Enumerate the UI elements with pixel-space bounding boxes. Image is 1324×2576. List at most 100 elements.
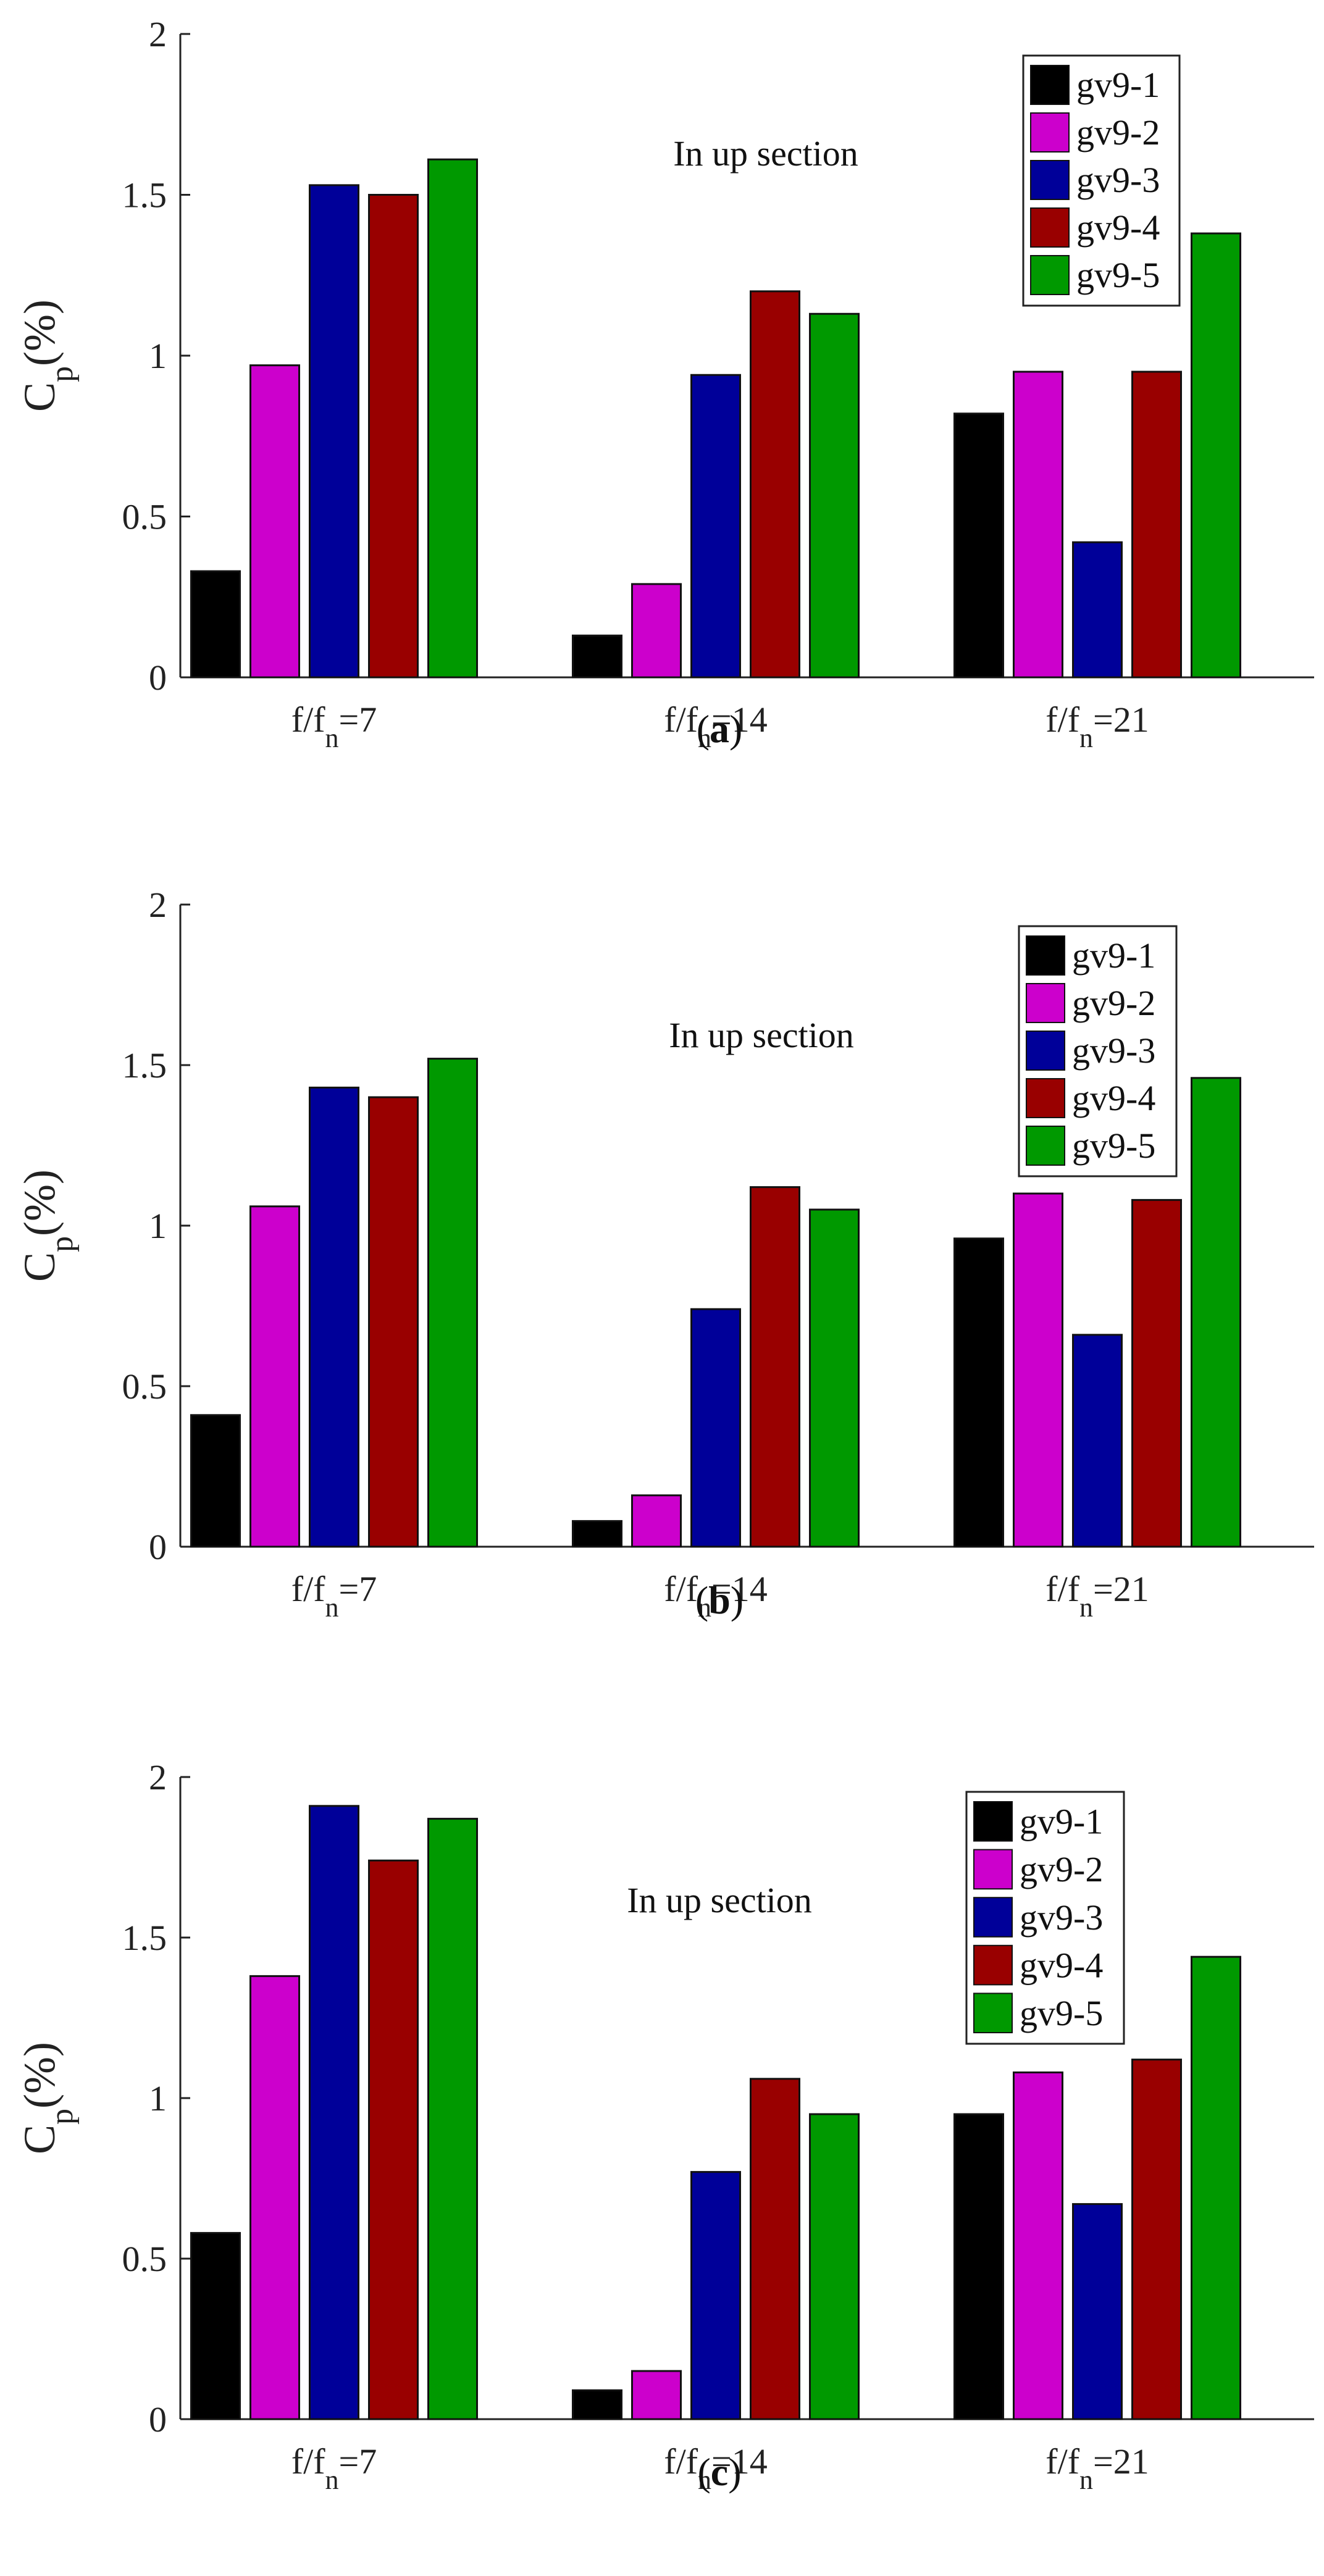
y-axis-label-main: C [15, 2125, 64, 2154]
bar-gv9-4-0 [368, 1096, 419, 1548]
legend-swatch-gv9-1 [1026, 935, 1065, 976]
bar-gv9-3-2 [1072, 2203, 1123, 2420]
x-tick-label-suffix: =21 [1093, 700, 1149, 740]
legend: gv9-1 gv9-2 gv9-3 gv9-4 gv9-5 [1022, 54, 1181, 307]
annotation-text: In up section [673, 133, 858, 174]
x-tick-label-subscript: n [325, 2465, 339, 2495]
bar-gv9-1-2 [953, 412, 1004, 679]
bar-gv9-2-2 [1013, 2071, 1063, 2420]
legend-label-gv9-4: gv9-4 [1076, 207, 1160, 248]
x-tick-label: f/fn=21 [1045, 2441, 1149, 2495]
bar-gv9-4-1 [750, 290, 800, 679]
bar-gv9-2-2 [1013, 370, 1063, 679]
y-tick-label: 1 [149, 2078, 167, 2118]
legend-swatch-gv9-4 [973, 1944, 1013, 1986]
bar-gv9-5-1 [809, 312, 860, 679]
legend: gv9-1 gv9-2 gv9-3 gv9-4 gv9-5 [1018, 925, 1178, 1177]
y-tick-label: 1.5 [122, 175, 167, 215]
y-tick-label: 1.5 [122, 1918, 167, 1958]
bar-gv9-4-1 [750, 2078, 800, 2420]
legend-swatch-gv9-2 [1026, 983, 1065, 1023]
legend-swatch-gv9-1 [1030, 65, 1070, 105]
x-tick-label-subscript: n [1079, 2465, 1093, 2495]
panel-caption: (b) [695, 1578, 744, 1622]
legend-swatch-gv9-3 [973, 1897, 1013, 1938]
bar-gv9-3-0 [309, 184, 359, 679]
x-tick-label-subscript: n [325, 1592, 339, 1623]
y-axis-label-suffix: (%) [15, 299, 64, 366]
y-axis-label-main: C [15, 382, 64, 412]
x-tick-label: f/fn=7 [291, 1569, 377, 1623]
annotation-text: In up section [669, 1015, 854, 1055]
y-tick-label: 0.5 [122, 497, 167, 537]
bar-gv9-3-0 [309, 1805, 359, 2420]
x-tick-label-main: f/f [291, 2441, 325, 2482]
y-axis-label: Cp(%) [15, 2042, 80, 2154]
legend-swatch-gv9-4 [1030, 207, 1070, 248]
caption-close-paren: ) [728, 2450, 741, 2494]
x-tick-label-suffix: =14 [711, 1569, 768, 1609]
bar-gv9-2-1 [631, 583, 682, 679]
y-tick-label: 2 [149, 14, 167, 54]
y-tick-label: 2 [149, 1757, 167, 1797]
y-axis-label-main: C [15, 1252, 64, 1282]
bar-gv9-1-1 [572, 2389, 622, 2420]
legend-label-gv9-1: gv9-1 [1076, 65, 1160, 105]
x-tick-label-main: f/f [291, 1569, 325, 1609]
annotation-text: In up section [627, 1880, 812, 1920]
legend-swatch-gv9-5 [1030, 255, 1070, 295]
bar-gv9-5-1 [809, 1208, 860, 1548]
bar-gv9-2-0 [249, 1205, 300, 1548]
legend-label-gv9-3: gv9-3 [1072, 1031, 1155, 1071]
bar-gv9-2-0 [249, 1975, 300, 2420]
bar-gv9-3-2 [1072, 541, 1123, 679]
legend-swatch-gv9-2 [1030, 112, 1070, 153]
bar-gv9-5-2 [1191, 1955, 1241, 2420]
bar-gv9-1-1 [572, 1520, 622, 1548]
x-tick-label-subscript: n [325, 723, 339, 753]
y-tick-label: 0 [149, 2399, 167, 2440]
caption-close-paren: ) [729, 707, 742, 751]
caption-open-paren: ( [697, 707, 710, 751]
legend-label-gv9-2: gv9-2 [1076, 112, 1160, 153]
bar-gv9-4-1 [750, 1186, 800, 1548]
legend-swatch-gv9-1 [973, 1801, 1013, 1842]
y-axis-label-subscript: p [44, 2109, 80, 2125]
x-tick-label-subscript: n [1079, 723, 1093, 753]
bar-gv9-3-1 [690, 2171, 741, 2420]
x-tick-label-suffix: =7 [339, 1569, 377, 1609]
legend-label-gv9-3: gv9-3 [1076, 160, 1160, 200]
caption-open-paren: ( [695, 1578, 708, 1622]
x-tick-label: f/fn=14 [664, 700, 767, 753]
legend-swatch-gv9-5 [973, 1993, 1013, 2033]
bar-gv9-3-0 [309, 1086, 359, 1548]
bar-gv9-1-1 [572, 634, 622, 679]
bar-gv9-3-1 [690, 374, 741, 679]
legend-label-gv9-5: gv9-5 [1020, 1993, 1103, 2033]
legend-swatch-gv9-2 [973, 1849, 1013, 1890]
x-tick-label-subscript: n [1079, 1592, 1093, 1623]
y-tick-label: 1.5 [122, 1045, 167, 1085]
y-axis-label: Cp(%) [15, 299, 80, 412]
bar-gv9-4-2 [1131, 2059, 1182, 2420]
legend: gv9-1 gv9-2 gv9-3 gv9-4 gv9-5 [965, 1791, 1125, 2045]
bar-gv9-4-2 [1131, 370, 1182, 679]
x-tick-label-subscript: n [698, 2465, 711, 2495]
y-axis-label-subscript: p [44, 1236, 80, 1252]
x-tick-label-main: f/f [1045, 700, 1079, 740]
legend-swatch-gv9-5 [1026, 1126, 1065, 1166]
bar-gv9-1-0 [190, 1414, 241, 1548]
x-tick-label-suffix: =14 [711, 700, 768, 740]
x-tick-label: f/fn=14 [664, 2441, 767, 2495]
caption-letter: a [710, 707, 729, 751]
y-axis-label-suffix: (%) [15, 2042, 64, 2109]
bar-gv9-5-2 [1191, 1077, 1241, 1548]
x-tick-label: f/fn=21 [1045, 1569, 1149, 1623]
bar-gv9-4-2 [1131, 1198, 1182, 1548]
x-tick-label-suffix: =14 [711, 2441, 768, 2482]
y-axis-label-subscript: p [44, 366, 80, 382]
caption-close-paren: ) [731, 1578, 744, 1622]
